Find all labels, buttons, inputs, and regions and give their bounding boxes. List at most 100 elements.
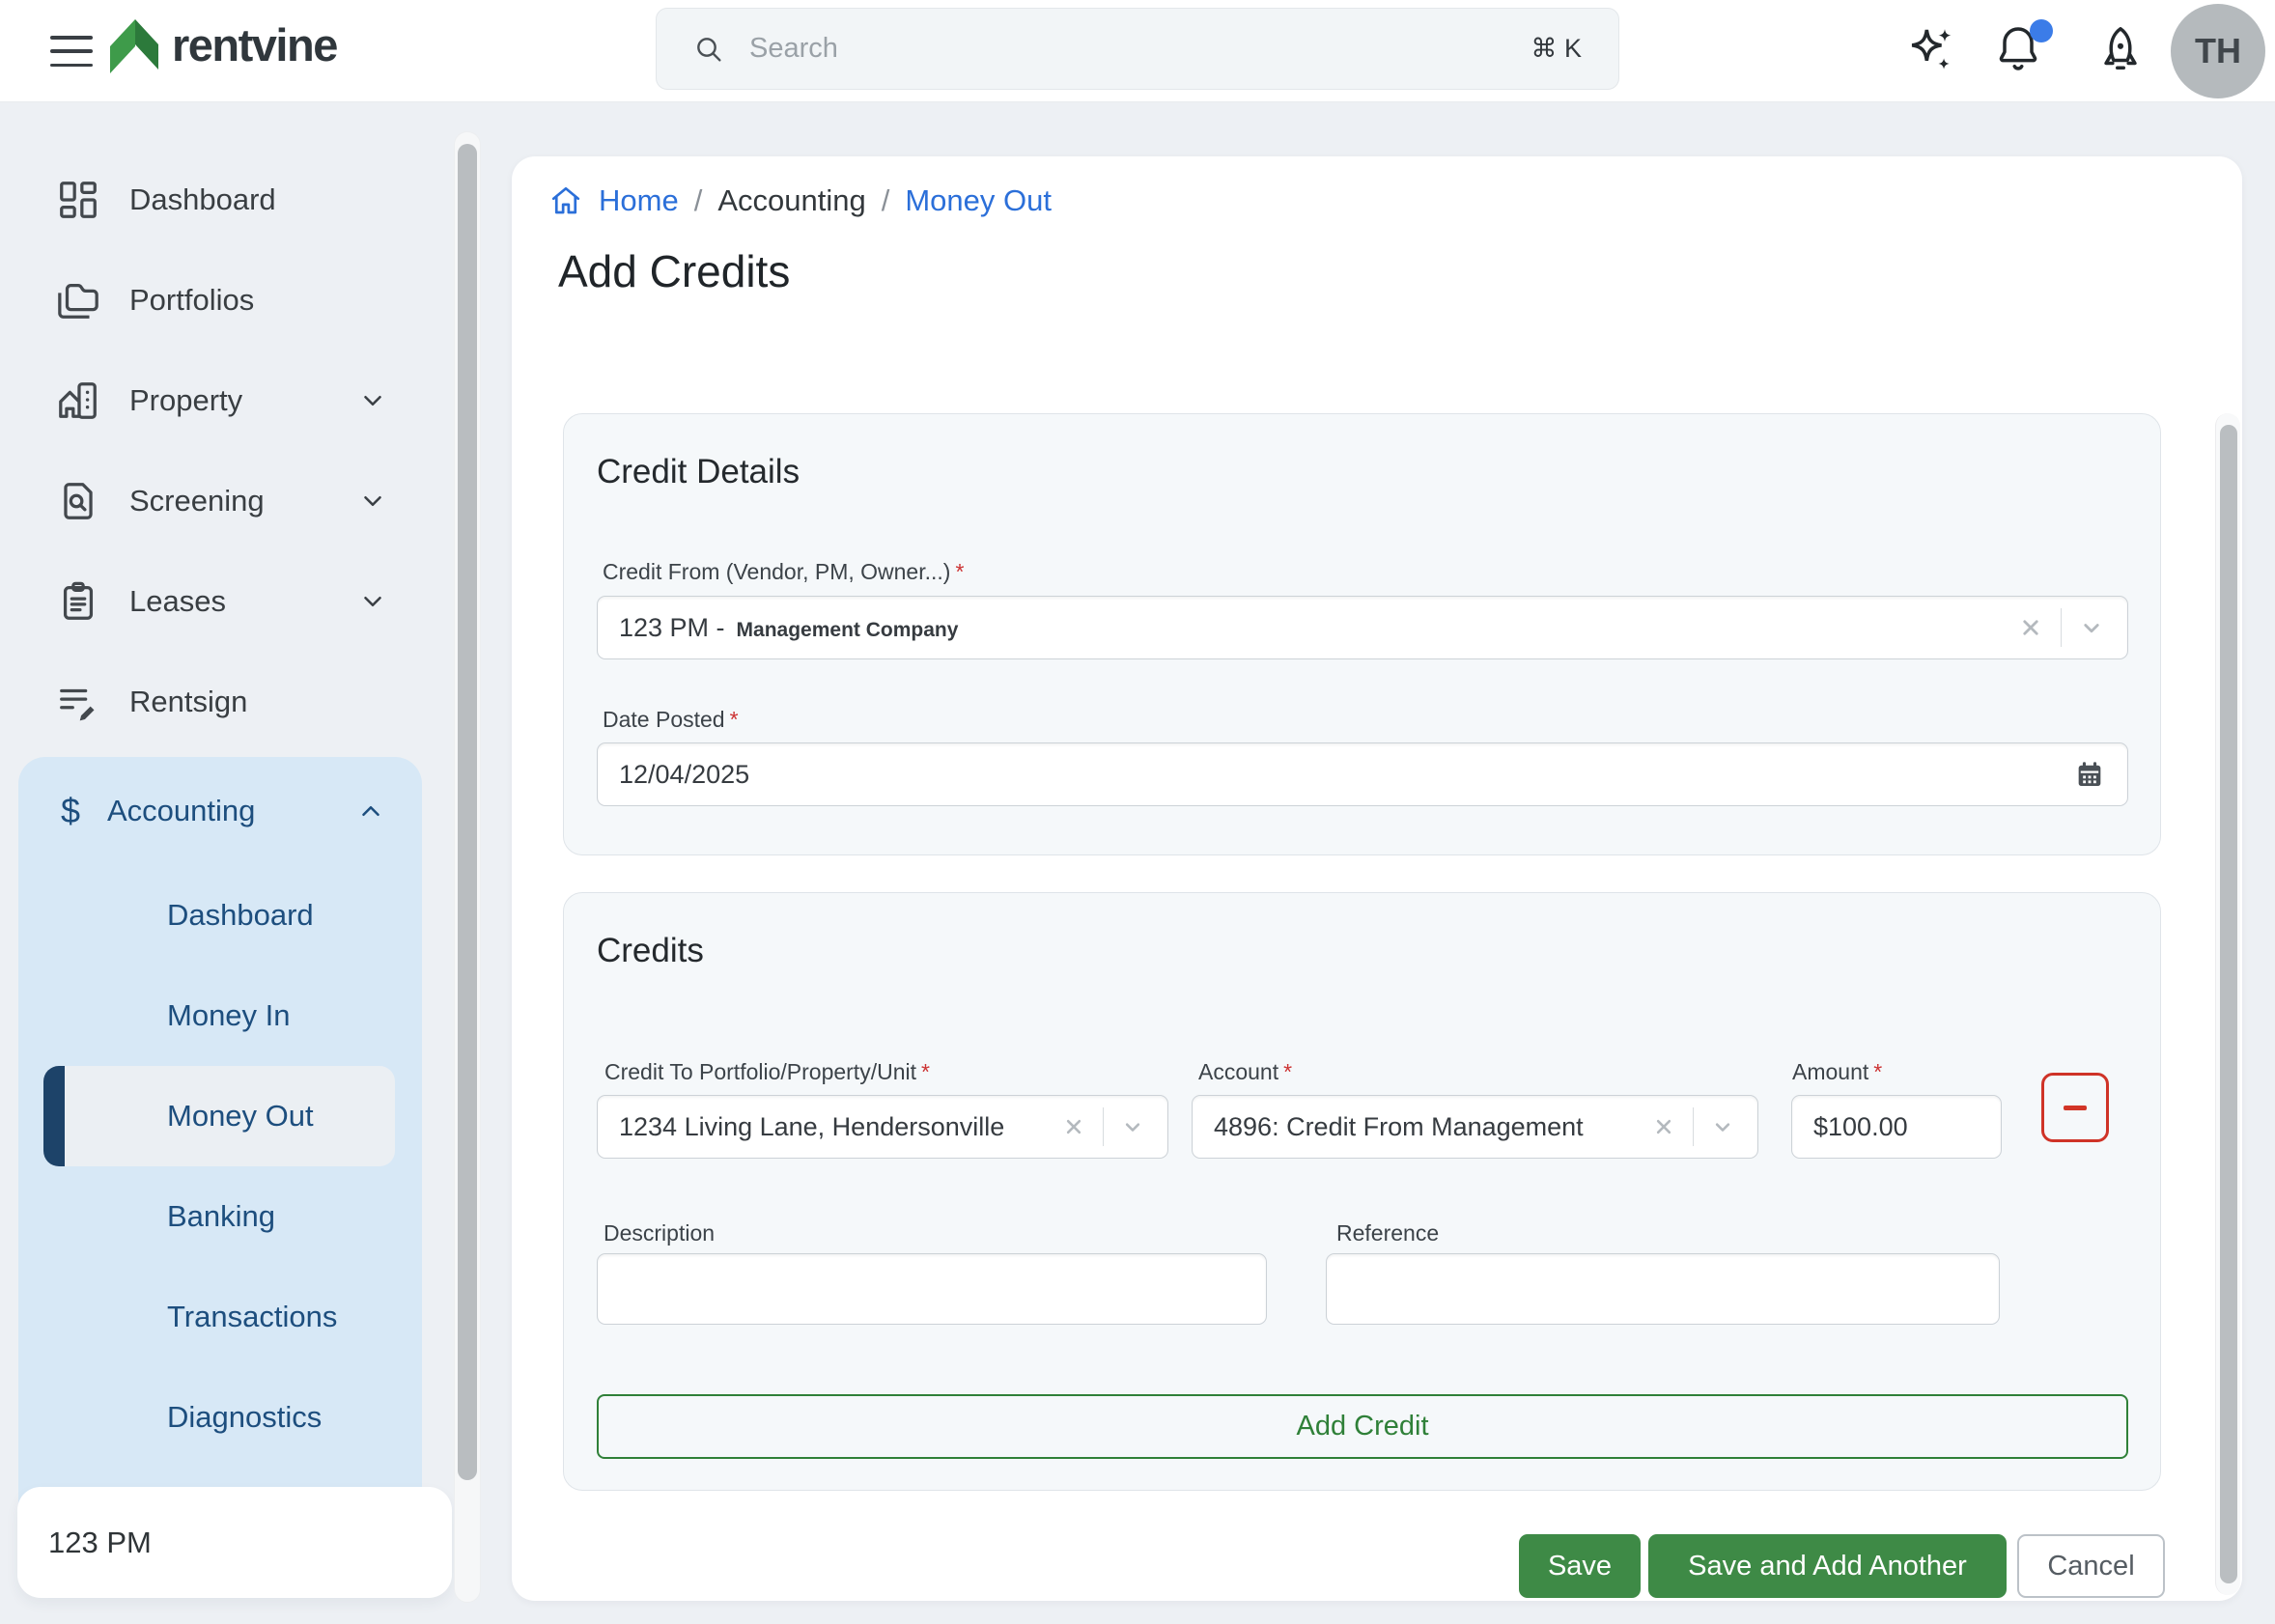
divider bbox=[2061, 608, 2062, 647]
content-scrollbar-thumb[interactable] bbox=[2220, 425, 2237, 1583]
date-posted-input[interactable]: 12/04/2025 bbox=[597, 742, 2128, 806]
search-input[interactable]: Search ⌘ K bbox=[656, 8, 1619, 90]
credits-panel: Credits Credit To Portfolio/Property/Uni… bbox=[563, 892, 2161, 1491]
search-shortcut: ⌘ K bbox=[1531, 34, 1582, 63]
sidebar-item-accounting[interactable]: $ Accounting bbox=[18, 757, 422, 865]
credits-title: Credits bbox=[597, 932, 704, 969]
search-icon bbox=[697, 37, 721, 62]
rentvine-leaf-icon bbox=[110, 19, 158, 73]
property-icon bbox=[59, 382, 97, 419]
description-label: Description bbox=[604, 1220, 716, 1246]
credit-from-select[interactable]: 123 PM - Management Company bbox=[597, 596, 2128, 659]
account-label: Account * bbox=[1198, 1059, 1293, 1084]
chevron-down-icon bbox=[364, 597, 381, 606]
sparkles-icon[interactable] bbox=[1904, 23, 1958, 77]
chevron-down-icon[interactable] bbox=[2077, 613, 2106, 642]
chevron-down-icon[interactable] bbox=[1119, 1113, 1146, 1140]
description-input[interactable] bbox=[597, 1253, 1267, 1325]
bell-icon bbox=[1999, 27, 2037, 70]
required-mark: * bbox=[921, 1059, 930, 1084]
clear-icon[interactable] bbox=[1650, 1113, 1677, 1140]
account-select[interactable]: 4896: Credit From Management bbox=[1192, 1095, 1758, 1159]
divider bbox=[1693, 1107, 1694, 1146]
content-scrollbar[interactable] bbox=[2215, 413, 2240, 1595]
sidebar-scrollbar[interactable] bbox=[454, 131, 481, 1603]
sidebar-item-label: Property bbox=[129, 383, 243, 417]
chevron-down-icon bbox=[364, 396, 381, 406]
sidebar-item-label: Screening bbox=[129, 484, 265, 518]
amount-value: $100.00 bbox=[1813, 1111, 1908, 1141]
save-button[interactable]: Save bbox=[1519, 1534, 1641, 1598]
sidebar-item-rentsign[interactable]: Rentsign bbox=[0, 652, 450, 752]
sidebar-item-banking[interactable]: Banking bbox=[167, 1199, 276, 1233]
search-placeholder: Search bbox=[749, 33, 838, 64]
clear-icon[interactable] bbox=[2016, 613, 2045, 642]
credit-from-value: 123 PM - Management Company bbox=[619, 612, 959, 642]
credit-to-label: Credit To Portfolio/Property/Unit * bbox=[604, 1059, 930, 1084]
brand-logo[interactable]: rentvine bbox=[108, 14, 338, 75]
sidebar-accounting-group: $ Accounting Dashboard Money In Money Ou… bbox=[18, 757, 422, 1568]
amount-input[interactable]: $100.00 bbox=[1791, 1095, 2002, 1159]
breadcrumb-separator: / bbox=[881, 183, 890, 217]
breadcrumb-money-out[interactable]: Money Out bbox=[905, 183, 1052, 217]
file-search-icon bbox=[64, 483, 93, 519]
breadcrumb-home[interactable]: Home bbox=[599, 183, 679, 217]
amount-label: Amount * bbox=[1792, 1059, 1883, 1084]
home-icon[interactable] bbox=[548, 183, 583, 218]
avatar-initials: TH bbox=[2195, 31, 2241, 70]
top-bar: rentvine Search ⌘ K bbox=[0, 0, 2275, 102]
sidebar-item-accounting-dashboard[interactable]: Dashboard bbox=[167, 898, 314, 932]
sidebar-item-money-out[interactable]: Money Out bbox=[43, 1066, 395, 1166]
account-value: 4896: Credit From Management bbox=[1214, 1111, 1584, 1141]
credit-from-label: Credit From (Vendor, PM, Owner...) * bbox=[603, 559, 965, 584]
chevron-down-icon bbox=[364, 496, 381, 506]
save-and-add-another-button[interactable]: Save and Add Another bbox=[1648, 1534, 2007, 1598]
sidebar-item-dashboard[interactable]: Dashboard bbox=[0, 150, 450, 250]
credit-to-select[interactable]: 1234 Living Lane, Hendersonville bbox=[597, 1095, 1168, 1159]
chevron-down-icon[interactable] bbox=[1709, 1113, 1736, 1140]
sidebar-item-property[interactable]: Property bbox=[0, 350, 450, 451]
signature-icon bbox=[60, 688, 95, 721]
sidebar-nav: Dashboard Portfolios Property bbox=[0, 150, 450, 752]
sidebar-item-leases[interactable]: Leases bbox=[0, 551, 450, 652]
breadcrumb-accounting[interactable]: Accounting bbox=[717, 183, 866, 217]
breadcrumb-separator: / bbox=[693, 183, 703, 217]
clipboard-icon bbox=[63, 581, 94, 620]
avatar[interactable]: TH bbox=[2171, 4, 2265, 98]
sidebar-item-portfolios[interactable]: Portfolios bbox=[0, 250, 450, 350]
sidebar-item-label: Leases bbox=[129, 584, 226, 618]
reference-input[interactable] bbox=[1326, 1253, 2000, 1325]
page-title: Add Credits bbox=[558, 246, 791, 296]
brand-name: rentvine bbox=[172, 18, 338, 70]
credit-to-value: 1234 Living Lane, Hendersonville bbox=[619, 1111, 1005, 1141]
dollar-icon: $ bbox=[61, 791, 81, 830]
sidebar-item-diagnostics[interactable]: Diagnostics bbox=[167, 1400, 323, 1434]
breadcrumb: Home / Accounting / Money Out bbox=[548, 183, 1052, 218]
add-credit-button[interactable]: Add Credit bbox=[597, 1394, 2128, 1459]
sidebar: Dashboard Portfolios Property bbox=[0, 102, 483, 1624]
sidebar-item-label: Dashboard bbox=[129, 182, 276, 216]
sidebar-scrollbar-thumb[interactable] bbox=[458, 144, 477, 1480]
calendar-icon[interactable] bbox=[2073, 758, 2106, 791]
company-name: 123 PM bbox=[48, 1525, 152, 1559]
notifications-button[interactable] bbox=[1991, 19, 2053, 79]
reference-label: Reference bbox=[1336, 1220, 1440, 1246]
sidebar-item-screening[interactable]: Screening bbox=[0, 451, 450, 551]
divider bbox=[1103, 1107, 1104, 1146]
menu-icon[interactable] bbox=[50, 32, 93, 70]
rocket-icon[interactable] bbox=[2093, 23, 2148, 77]
sidebar-item-money-in[interactable]: Money In bbox=[167, 998, 291, 1032]
date-posted-value: 12/04/2025 bbox=[619, 759, 750, 789]
date-posted-label: Date Posted * bbox=[603, 707, 739, 732]
sidebar-item-transactions[interactable]: Transactions bbox=[167, 1300, 338, 1333]
required-mark: * bbox=[729, 707, 739, 732]
clear-icon[interactable] bbox=[1060, 1113, 1087, 1140]
required-mark: * bbox=[955, 559, 965, 584]
credit-details-panel: Credit Details Credit From (Vendor, PM, … bbox=[563, 413, 2161, 855]
minus-icon bbox=[2064, 1105, 2087, 1110]
sidebar-item-label: Accounting bbox=[107, 794, 256, 827]
remove-credit-row-button[interactable] bbox=[2041, 1073, 2109, 1142]
company-badge[interactable]: 123 PM bbox=[17, 1487, 452, 1598]
cancel-button[interactable]: Cancel bbox=[2017, 1534, 2165, 1598]
